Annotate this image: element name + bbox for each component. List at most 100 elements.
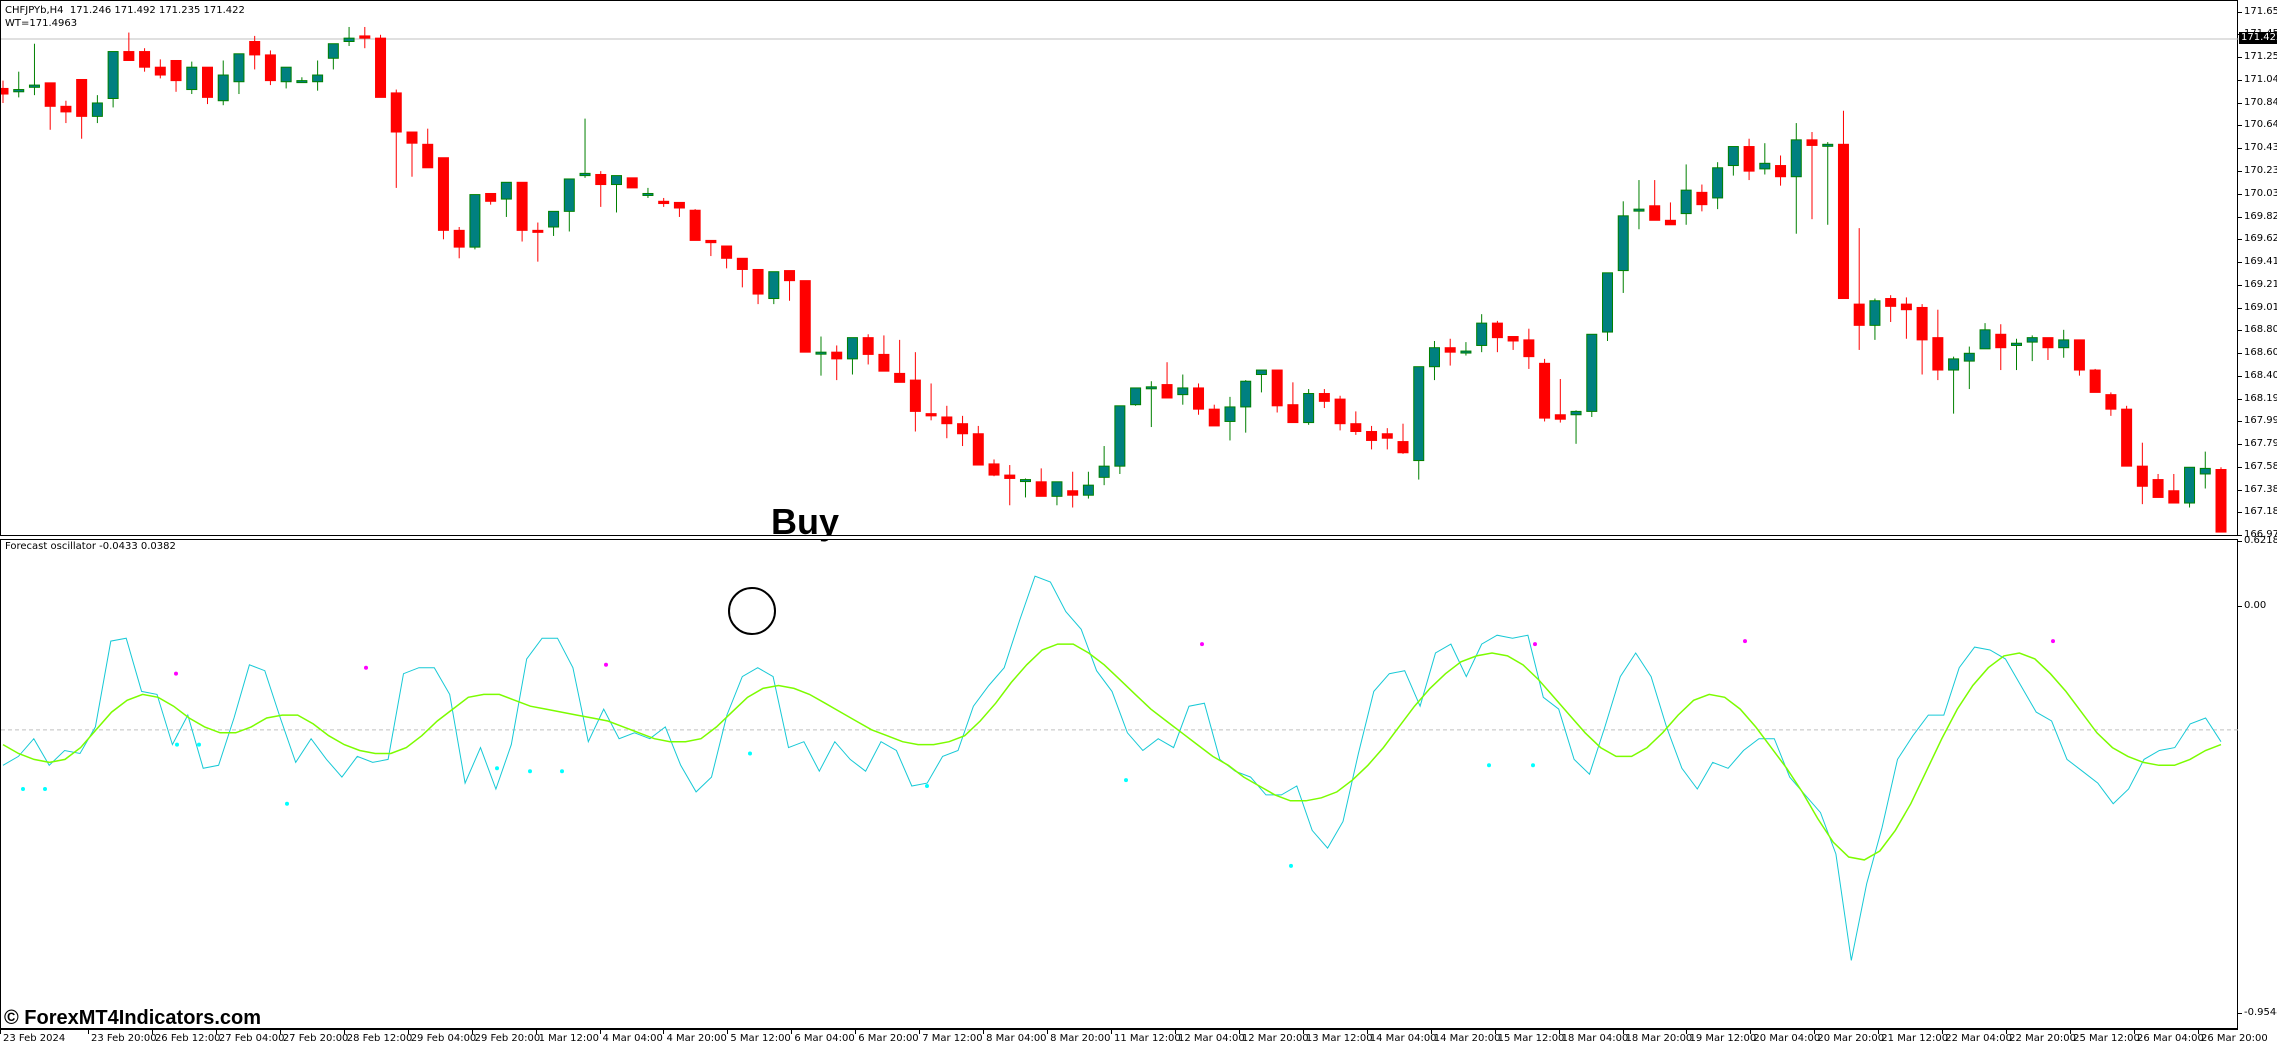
bull-candle	[1413, 366, 1425, 480]
time-tick: 13 Mar 12:00	[1302, 1030, 1373, 1044]
bullish-dot-marker	[1531, 763, 1535, 768]
symbol-ohlc-info: CHFJPYb,H4 171.246 171.492 171.235 171.4…	[5, 5, 245, 16]
price-tick: 169.010	[2238, 302, 2277, 313]
bull-candle	[1979, 323, 1991, 350]
bull-candle	[312, 60, 324, 91]
osc-zero-label: 0.00	[2238, 601, 2266, 611]
bull-candle	[1602, 272, 1614, 341]
bear-candle	[123, 32, 135, 61]
time-tick: 26 Mar 20:00	[2198, 1030, 2268, 1044]
bear-candle	[44, 82, 56, 130]
bear-candle	[2168, 473, 2180, 504]
bear-candle	[988, 459, 1000, 477]
price-chart-pane[interactable]: CHFJPYb,H4 171.246 171.492 171.235 171.4…	[0, 0, 2239, 542]
time-tick: 18 Mar 04:00	[1558, 1030, 1628, 1044]
current-price-label: 171.422	[2239, 32, 2277, 45]
bear-candle	[2105, 392, 2117, 416]
bear-candle	[2152, 473, 2164, 498]
bull-candle	[1727, 146, 1739, 176]
bull-candle	[217, 60, 229, 106]
time-tick: 25 Mar 12:00	[2070, 1030, 2140, 1044]
bear-candle	[1035, 468, 1047, 497]
price-tick: 169.620	[2238, 234, 2277, 244]
time-tick: 5 Mar 12:00	[727, 1030, 791, 1044]
bear-candle	[1696, 184, 1708, 212]
bullish-dot-marker	[1487, 763, 1491, 768]
time-tick: 26 Feb 12:00	[151, 1030, 221, 1044]
bull-candle	[1098, 446, 1110, 486]
time-tick: 18 Mar 20:00	[1622, 1030, 1692, 1044]
bear-candle	[453, 227, 465, 259]
bullish-dot-marker	[528, 769, 532, 774]
bullish-dot-marker	[175, 742, 179, 747]
time-tick: 21 Mar 12:00	[1878, 1030, 1948, 1044]
price-tick: 167.180	[2238, 507, 2277, 517]
bear-candle	[1397, 423, 1409, 454]
bear-candle	[894, 339, 906, 383]
bear-candle	[1287, 382, 1299, 424]
time-tick: 7 Mar 12:00	[919, 1030, 983, 1044]
bear-candle	[705, 239, 717, 257]
price-tick: 171.655	[2238, 7, 2277, 17]
bullish-dot-marker	[1124, 778, 1128, 783]
bear-candle	[2042, 337, 2054, 360]
bear-candle	[1806, 132, 1818, 220]
price-tick: 170.030	[2238, 188, 2277, 199]
oscillator-pane[interactable]: Forecast oscillator -0.0433 0.0382	[0, 539, 2239, 1029]
bear-candle	[1554, 378, 1566, 423]
osc-max-label: 0.6218	[2238, 536, 2277, 546]
bull-candle	[1869, 298, 1881, 340]
price-tick: 167.790	[2238, 438, 2277, 449]
candlestick-chart	[1, 26, 2239, 533]
bull-candle	[1948, 356, 1960, 414]
bear-candle	[658, 197, 670, 207]
bull-candle	[233, 53, 245, 95]
bull-candle	[1460, 342, 1472, 356]
bearish-dot-marker	[364, 665, 368, 670]
bull-candle	[1255, 369, 1267, 393]
time-tick: 22 Mar 20:00	[2006, 1030, 2076, 1044]
time-tick: 8 Mar 20:00	[1047, 1030, 1110, 1044]
time-tick: 27 Feb 04:00	[215, 1030, 284, 1044]
bull-candle	[327, 43, 339, 70]
bull-candle	[1570, 410, 1582, 444]
bullish-dot-marker	[1289, 863, 1293, 868]
bearish-dot-marker	[1200, 642, 1204, 647]
price-tick: 170.230	[2238, 166, 2277, 176]
bull-candle	[469, 194, 481, 250]
bear-candle	[752, 268, 764, 305]
time-tick: 6 Mar 20:00	[855, 1030, 919, 1044]
bull-candle	[846, 337, 858, 375]
bull-candle	[2058, 329, 2070, 358]
bull-candle	[1082, 471, 1094, 499]
bearish-dot-marker	[604, 662, 608, 667]
time-axis[interactable]: 23 Feb 2024 23 Feb 20:00 26 Feb 12:00 27 Fe…	[0, 1029, 2268, 1049]
pane-separator[interactable]	[0, 536, 2238, 539]
time-tick: 11 Mar 12:00	[1111, 1030, 1181, 1044]
bear-candle	[532, 222, 544, 262]
bear-candle	[437, 157, 449, 240]
bear-candle	[595, 171, 607, 207]
bull-candle	[1019, 478, 1031, 498]
bear-candle	[264, 50, 276, 86]
price-tick: 167.585	[2238, 461, 2277, 472]
bearish-dot-marker	[1743, 639, 1747, 644]
bear-candle	[1664, 202, 1676, 226]
time-tick: 20 Mar 20:00	[1814, 1030, 1884, 1044]
bull-candle	[500, 181, 512, 217]
bear-candle	[1837, 110, 1849, 300]
bear-candle	[957, 415, 969, 447]
bull-candle	[1476, 314, 1488, 353]
bear-candle	[2089, 368, 2101, 393]
price-axis[interactable]: 0.6218 0.00 -0.9544 171.655171.455171.25…	[2238, 0, 2277, 1029]
price-tick: 168.605	[2238, 347, 2277, 358]
bear-candle	[784, 270, 796, 301]
bear-candle	[1161, 362, 1173, 399]
price-tick: 166.975	[2238, 530, 2277, 540]
bear-candle	[799, 280, 811, 353]
bull-candle	[1051, 481, 1063, 506]
bull-candle	[1617, 201, 1629, 293]
bear-candle	[831, 345, 843, 381]
bull-candle	[563, 178, 575, 232]
bear-candle	[941, 405, 953, 439]
